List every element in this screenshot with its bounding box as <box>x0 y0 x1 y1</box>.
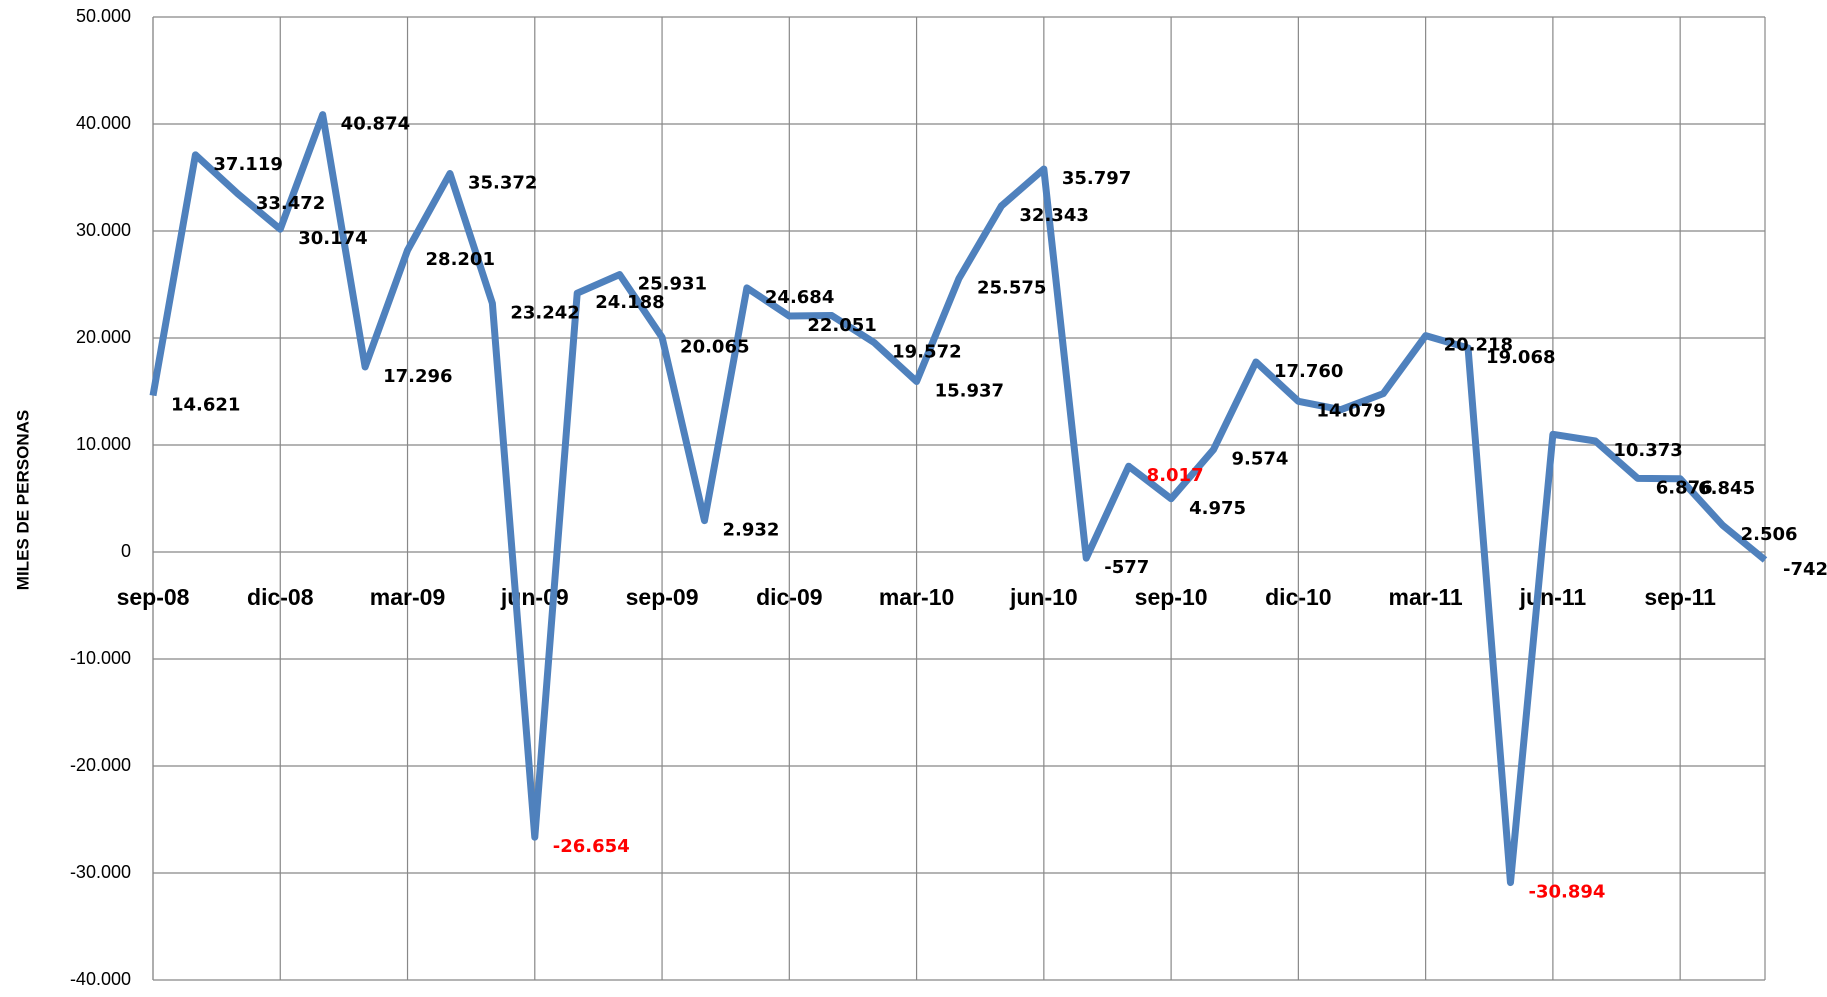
data-label: 2.932 <box>722 520 779 541</box>
y-tick-label: -20.000 <box>70 755 131 775</box>
data-label: 17.760 <box>1274 361 1343 382</box>
data-label: -26.654 <box>553 836 630 857</box>
data-label: 6.845 <box>1698 478 1755 499</box>
x-tick-label: dic-10 <box>1265 584 1331 610</box>
data-label: 35.372 <box>468 173 537 194</box>
y-tick-label: -10.000 <box>70 648 131 668</box>
data-label: -742 <box>1783 559 1827 580</box>
data-label: 20.065 <box>680 336 749 357</box>
data-label: 30.174 <box>298 228 367 249</box>
x-tick-label: jun-09 <box>500 584 569 610</box>
x-tick-label: sep-09 <box>626 584 699 610</box>
x-tick-label: dic-08 <box>247 584 314 610</box>
data-label: -30.894 <box>1528 882 1605 903</box>
data-label: 2.506 <box>1741 524 1798 545</box>
data-label: 25.575 <box>977 277 1046 298</box>
data-label: 22.051 <box>807 315 876 336</box>
data-label: 4.975 <box>1189 498 1246 519</box>
data-label: 17.296 <box>383 366 452 387</box>
x-tick-label: dic-09 <box>756 584 822 610</box>
x-tick-label: mar-10 <box>879 584 954 610</box>
data-label: 24.684 <box>765 287 834 308</box>
x-tick-label: sep-08 <box>117 584 190 610</box>
data-label: 40.874 <box>341 114 410 135</box>
y-tick-label: 40.000 <box>76 113 131 133</box>
data-label: 23.242 <box>510 302 579 323</box>
data-label: 14.621 <box>171 395 240 416</box>
y-tick-label: 10.000 <box>76 434 131 454</box>
data-label: 14.079 <box>1316 400 1385 421</box>
y-axis-title: MILES DE PERSONAS <box>13 410 32 590</box>
data-line <box>149 111 1768 887</box>
data-label: 32.343 <box>1019 205 1088 226</box>
data-label: 9.574 <box>1232 449 1289 470</box>
data-label: 28.201 <box>426 249 495 270</box>
x-tick-label: jun-11 <box>1519 584 1587 610</box>
data-label: -577 <box>1104 557 1149 578</box>
data-label: 19.572 <box>892 342 961 363</box>
data-label: 10.373 <box>1613 440 1682 461</box>
x-tick-label: mar-11 <box>1389 584 1463 610</box>
data-label: 8.017 <box>1147 465 1204 486</box>
y-tick-label: 30.000 <box>76 220 131 240</box>
data-label: 20.218 <box>1444 335 1513 356</box>
y-tick-label: -40.000 <box>70 969 131 989</box>
y-tick-label: 50.000 <box>76 6 131 26</box>
y-tick-label: -30.000 <box>70 862 131 882</box>
data-label: 37.119 <box>213 154 282 175</box>
data-label: 15.937 <box>935 380 1004 401</box>
data-label: 24.188 <box>595 292 664 313</box>
data-label: 25.931 <box>638 274 707 295</box>
x-tick-label: jun-10 <box>1009 584 1078 610</box>
x-tick-label: sep-11 <box>1644 584 1716 610</box>
x-tick-label: mar-09 <box>370 584 445 610</box>
data-label: 6.876 <box>1656 477 1713 498</box>
data-label: 19.068 <box>1486 347 1555 368</box>
x-tick-label: sep-10 <box>1135 584 1208 610</box>
y-tick-label: 20.000 <box>76 327 131 347</box>
data-label: 35.797 <box>1062 168 1131 189</box>
y-tick-label: 0 <box>121 541 131 561</box>
data-label: 33.472 <box>256 193 325 214</box>
